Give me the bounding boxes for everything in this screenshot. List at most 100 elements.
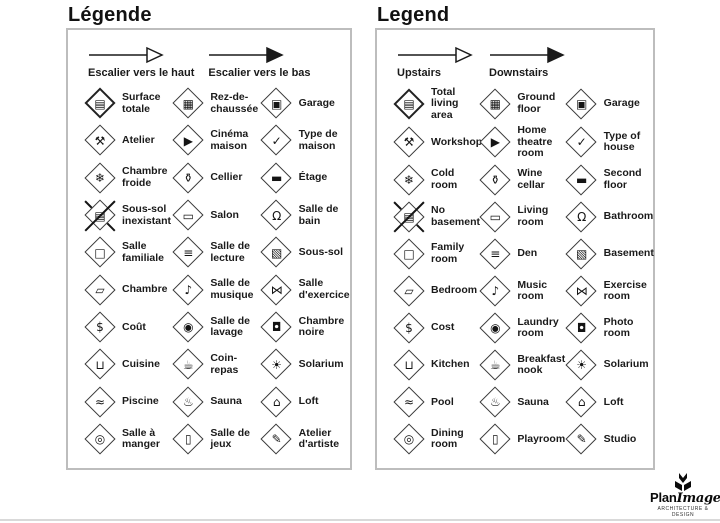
icon-glyph: ♪ [184, 283, 193, 298]
kitchen-icon: ⊔ [392, 348, 426, 382]
icon-glyph: ▦ [182, 96, 194, 111]
legend-item: ▶ Cinéma maison [171, 122, 257, 159]
legend-item-label: Salon [210, 208, 239, 221]
legend-item: ▤ Surface totale [83, 85, 169, 122]
legend-item-label: Type de maison [298, 128, 338, 152]
legend-item: ▶ Home theatre room [478, 123, 562, 161]
legend-item: □ Salle familiale [83, 234, 169, 271]
home-theatre-icon: ▶ [478, 125, 512, 159]
planimage-logo-text: PlanImage [650, 491, 720, 505]
garage-icon: ▣ [565, 87, 599, 121]
second-floor-icon: ▬ [565, 163, 599, 197]
total-living-area-icon: ▤ [392, 87, 426, 121]
icon-glyph: ◘ [576, 321, 587, 336]
downstairs-arrow-icon [490, 46, 565, 64]
legend-item-label: Atelier d'artiste [298, 426, 340, 451]
legend-item: ◘ Photo room [565, 310, 649, 347]
legend-item-label: Chambre [122, 283, 168, 296]
legend-items-grid: ▤ Surface totale ▦ Rez-de-chaussée ▣ Gar… [68, 83, 350, 468]
legend-item: ⊔ Kitchen [392, 347, 476, 384]
icon-glyph: ▬ [270, 171, 283, 186]
legend-item: ⌂ Loft [565, 384, 649, 421]
photo-room-icon: ◘ [565, 311, 599, 345]
bedroom-icon: ▱ [83, 273, 117, 307]
legend-item-label: Bedroom [431, 284, 478, 297]
solarium-icon: ☀ [565, 348, 599, 382]
icon-glyph: ♨ [489, 395, 501, 410]
icon-glyph: ⚒ [94, 133, 106, 148]
icon-glyph: Ω [577, 210, 587, 225]
playroom-icon: ▯ [171, 422, 205, 456]
logo-tagline: ARCHITECTURE & DESIGN [657, 506, 709, 518]
legend-item-label: Living room [517, 204, 549, 229]
legend-item: ❄ Chambre froide [83, 160, 169, 197]
icon-glyph: ☕ [182, 357, 194, 372]
legend-item: ▯ Playroom [478, 421, 566, 458]
legend-item-label: Salle de jeux [210, 426, 251, 451]
icon-glyph: ♨ [182, 395, 194, 410]
sauna-icon: ♨ [171, 385, 205, 419]
legend-item: ⌂ Loft [260, 383, 346, 420]
icon-glyph: ⚱ [490, 173, 501, 188]
icon-glyph: ≡ [490, 247, 501, 262]
legend-item-label: Workshop [431, 135, 483, 148]
bedroom-icon: ▱ [392, 274, 426, 308]
icon-glyph: ❄ [403, 173, 415, 188]
icon-glyph: ▱ [404, 284, 414, 299]
family-room-icon: □ [83, 236, 117, 270]
icon-glyph: ≈ [94, 395, 106, 410]
icon-glyph: ▶ [490, 135, 500, 150]
upstairs-arrow-label: Upstairs [397, 67, 442, 79]
downstairs-arrow-label: Escalier vers le bas [208, 67, 311, 79]
legend-item-label: Second floor [603, 167, 642, 192]
icon-glyph: □ [94, 245, 106, 260]
legend-item-label: Surface totale [122, 90, 161, 115]
music-room-icon: ♪ [171, 273, 205, 307]
legend-item: ▦ Ground floor [478, 85, 562, 123]
exercise-room-icon: ⋈ [260, 273, 294, 307]
exercise-room-icon: ⋈ [565, 274, 599, 308]
upstairs-arrow-entry: Upstairs [397, 46, 475, 79]
solarium-icon: ☀ [260, 348, 294, 382]
legend-item-label: Salle de lecture [210, 240, 251, 264]
legend-item-label: Kitchen [431, 358, 470, 371]
icon-glyph: ☀ [271, 357, 283, 372]
legend-item-label: Coût [122, 320, 146, 333]
legend-item: Ω Salle de bain [260, 197, 346, 234]
legend-item-label: Salle de bain [298, 202, 339, 227]
legend-item-label: Playroom [517, 432, 566, 445]
legend-item-label: Chambre noire [298, 314, 345, 339]
legend-item: ▣ Garage [260, 85, 346, 122]
dining-room-icon: ◎ [83, 422, 117, 456]
legend-item-label: Coin-repas [210, 351, 239, 376]
icon-glyph: ◘ [271, 320, 282, 335]
legend-panel-english: Upstairs Downstairs ▤ Total living area … [375, 28, 655, 470]
legend-item-label: Home theatre room [517, 123, 553, 160]
upstairs-arrow-label: Escalier vers le haut [88, 67, 195, 79]
legend-item-label: Sous-sol [298, 245, 343, 258]
legend-item-label: Breakfast nook [517, 352, 566, 377]
legend-item-label: No basement [431, 204, 481, 229]
legend-item: ☕ Breakfast nook [478, 347, 566, 384]
loft-icon: ⌂ [565, 385, 599, 419]
downstairs-arrow-icon [209, 46, 285, 64]
icon-glyph: ⌂ [272, 395, 281, 410]
legend-item-label: Photo room [603, 315, 634, 340]
total-living-area-icon: ▤ [83, 87, 117, 121]
legend-item-label: Bathroom [603, 210, 654, 223]
legend-item-label: Basement [603, 247, 654, 260]
page-title-english: Legend [377, 4, 450, 26]
icon-glyph: ▧ [270, 245, 283, 260]
icon-glyph: ▤ [94, 96, 106, 111]
legend-item: ✎ Studio [565, 421, 649, 458]
icon-glyph: ◎ [94, 432, 106, 447]
legend-item-label: Sauna [517, 395, 549, 408]
legend-item: ◘ Chambre noire [260, 309, 346, 346]
basement-icon: ▧ [260, 236, 294, 270]
page-bottom-divider [0, 519, 720, 521]
icon-glyph: ⌂ [577, 395, 586, 410]
wine-cellar-icon: ⚱ [171, 161, 205, 195]
legend-item-label: Ground floor [517, 91, 556, 116]
page-title-french: Légende [68, 4, 152, 26]
icon-glyph: ◉ [490, 321, 501, 336]
